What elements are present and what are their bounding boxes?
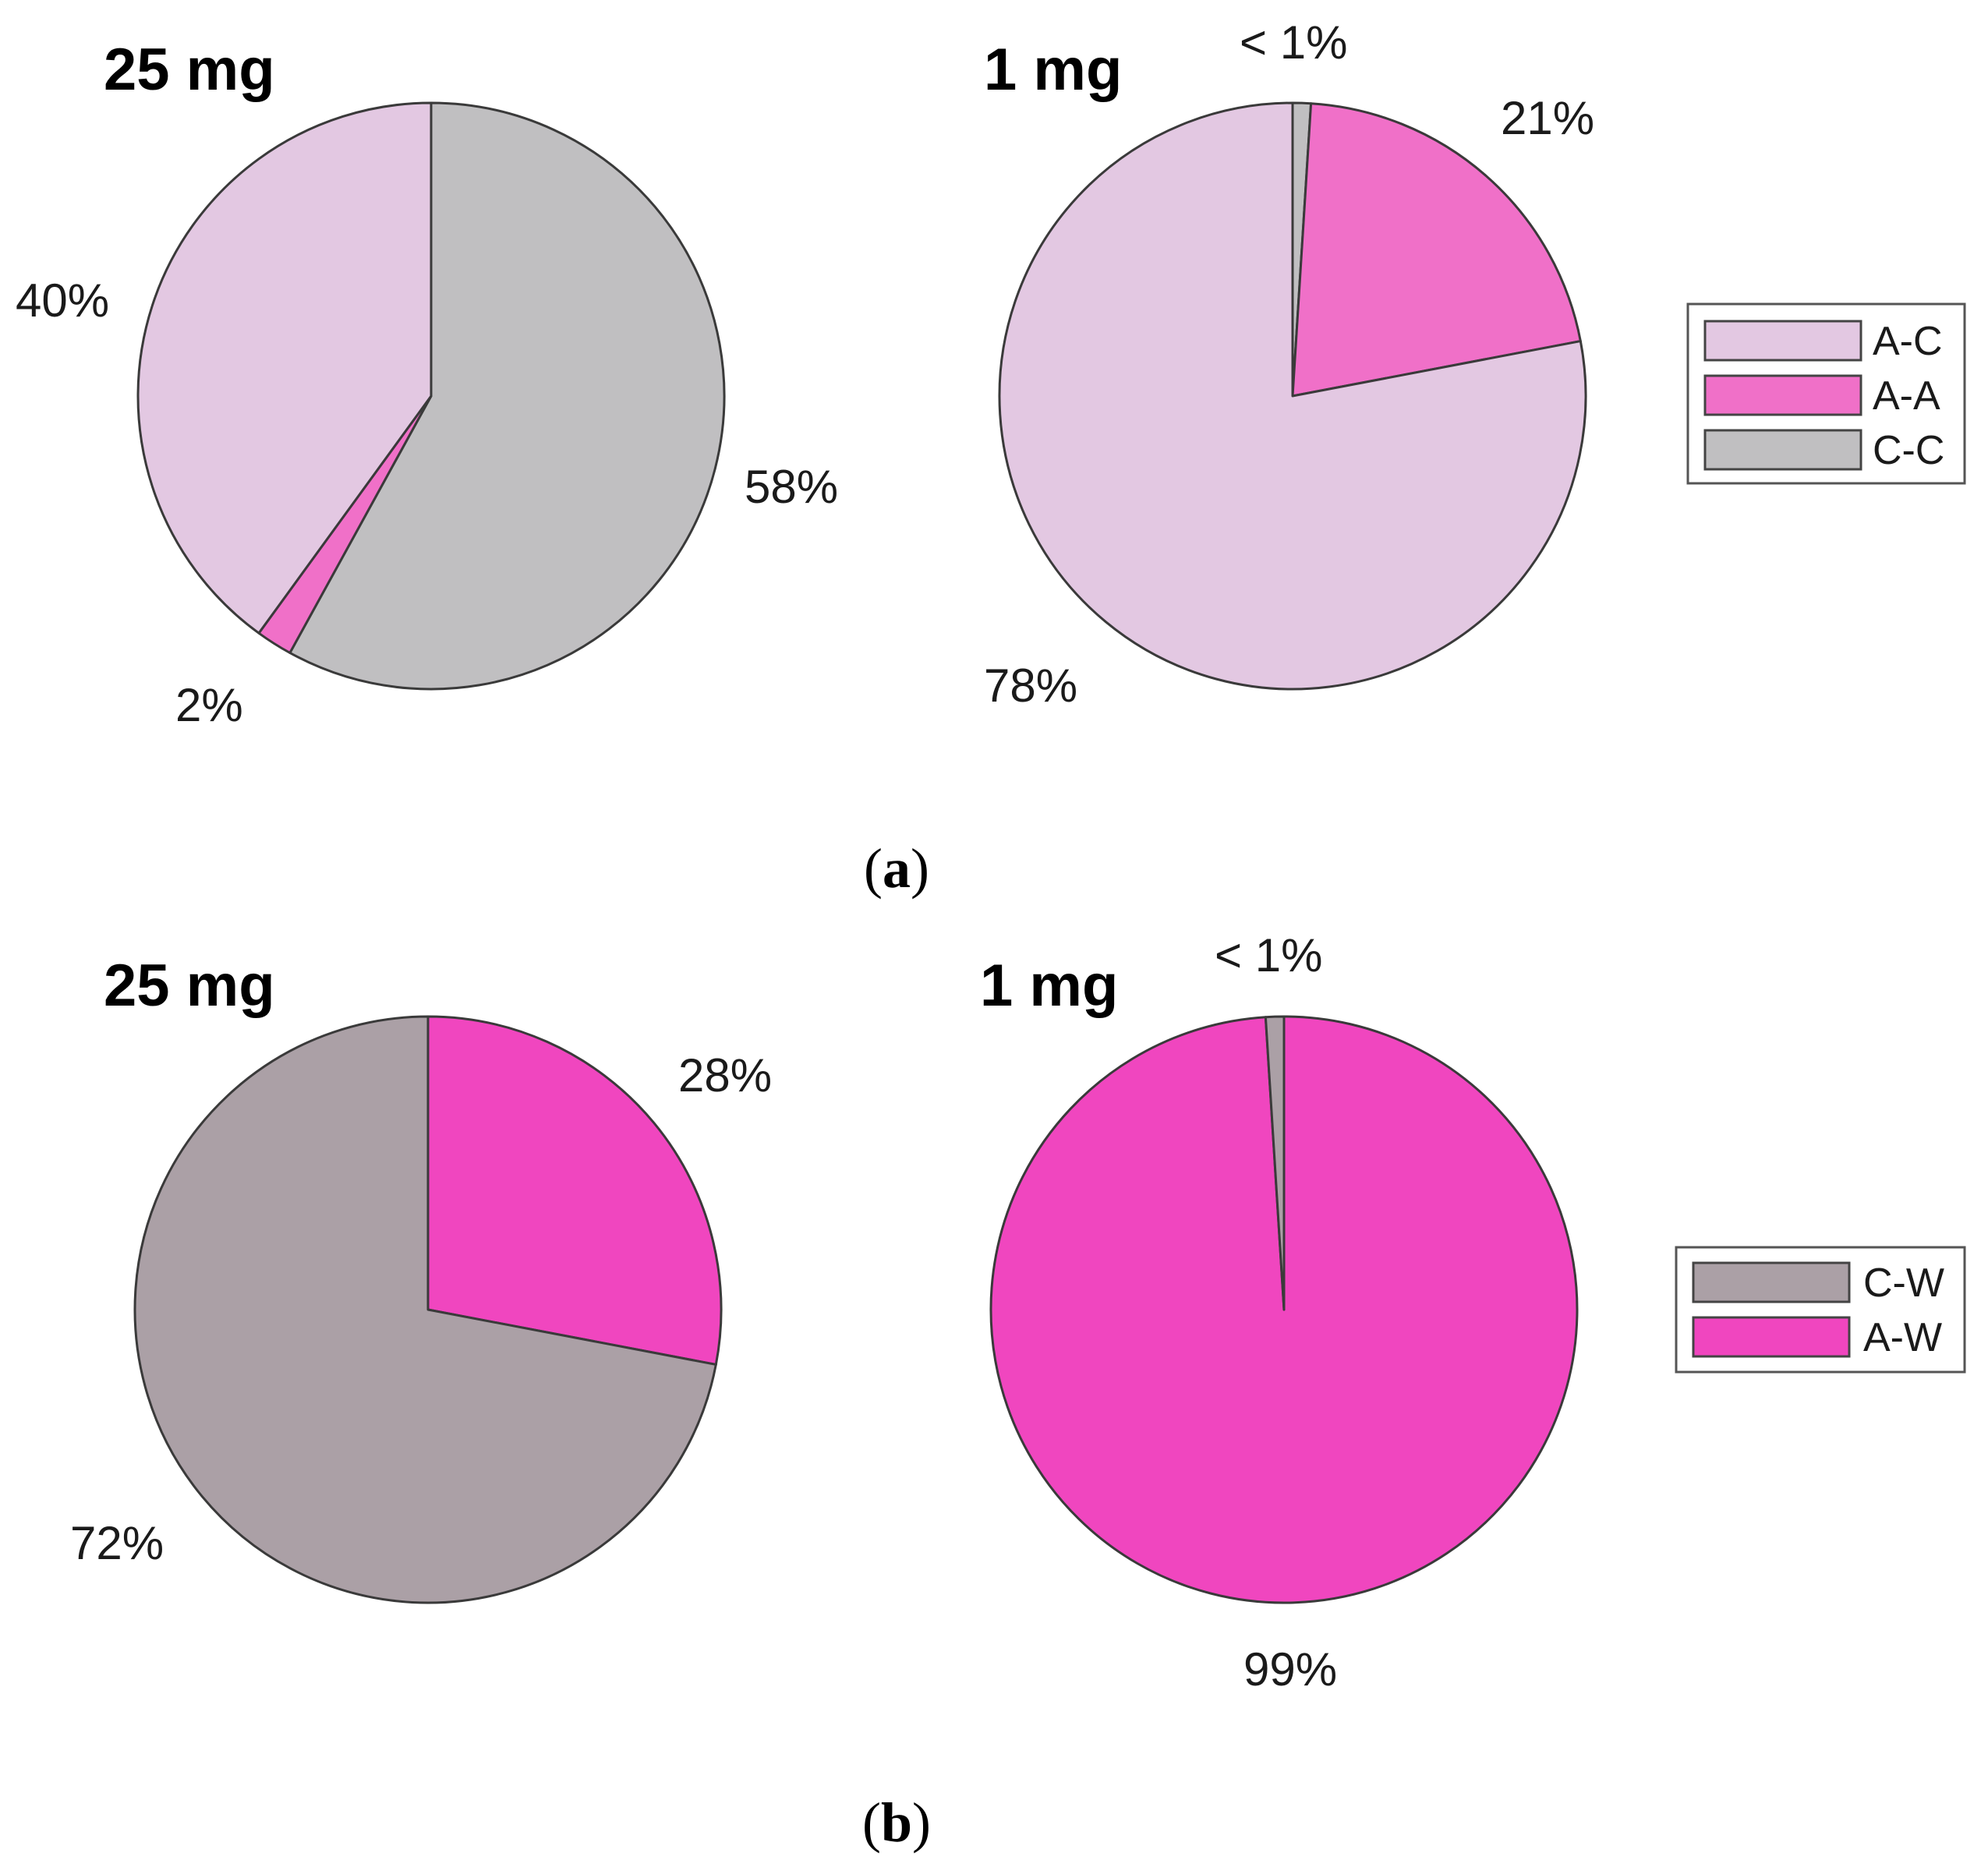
pie-b1 — [133, 1015, 723, 1604]
pie-b1-slice-A-W — [426, 1015, 723, 1366]
legend-a-label-C-C: C-C — [1873, 428, 1944, 473]
pie-a2 — [998, 101, 1587, 691]
chart-a1-title: 25 mg — [104, 37, 275, 103]
panel-b: 25 mg 28% 72% 1 mg < 1% 99% C-W A-W (b) — [70, 929, 1966, 1854]
legend-a-label-A-C: A-C — [1873, 319, 1943, 364]
pie-a2-label-A-A: 21% — [1501, 92, 1594, 144]
caption-b: (b) — [862, 1791, 931, 1854]
pie-a2-label-C-C: < 1% — [1240, 16, 1347, 69]
pie-a2-label-A-C: 78% — [984, 659, 1077, 712]
pie-b1-label-A-W: 28% — [678, 1049, 772, 1102]
legend-a-swatch-A-A — [1703, 374, 1862, 416]
pie-a1 — [136, 101, 726, 691]
legend-a: A-C A-A C-C — [1686, 302, 1966, 485]
chart-a2-title: 1 mg — [984, 37, 1122, 103]
legend-a-swatch-C-C — [1703, 429, 1862, 471]
legend-a-swatch-A-C — [1703, 320, 1862, 362]
pie-a2-slice-A-A — [1291, 102, 1582, 398]
caption-b-letter: b — [881, 1791, 912, 1854]
caption-a-open: ( — [864, 837, 883, 900]
pie-a1-label-A-A: 2% — [175, 679, 243, 731]
caption-a-letter: a — [883, 837, 911, 900]
pie-b2 — [989, 1015, 1579, 1604]
legend-a-label-A-A: A-A — [1873, 373, 1940, 419]
caption-a: (a) — [864, 837, 929, 900]
legend-b-swatch-C-W — [1692, 1261, 1851, 1303]
caption-b-open: ( — [862, 1791, 881, 1854]
legend-b-label-A-W: A-W — [1863, 1315, 1942, 1360]
panel-a: 25 mg 40% 2% 58% 1 mg < 1% 21% 78% A-C A… — [16, 16, 1966, 900]
pie-b1-slice-C-W — [133, 1015, 717, 1604]
legend-b-swatch-A-W — [1692, 1316, 1851, 1358]
legend-b-label-C-W: C-W — [1863, 1261, 1944, 1306]
chart-b1-title: 25 mg — [104, 953, 275, 1019]
pie-b2-label-C-W: < 1% — [1215, 929, 1322, 981]
pie-a1-slice-A-C — [136, 101, 433, 635]
caption-b-close: ) — [912, 1791, 931, 1854]
caption-a-close: ) — [911, 837, 929, 900]
pie-a1-label-C-C: 58% — [745, 461, 838, 513]
legend-b: C-W A-W — [1675, 1246, 1966, 1374]
pie-b2-label-A-W: 99% — [1243, 1643, 1337, 1696]
pie-b1-label-C-W: 72% — [70, 1517, 164, 1569]
pie-a1-label-A-C: 40% — [16, 274, 109, 327]
pie-a2-slice-A-C — [998, 101, 1587, 691]
pie-a1-slice-C-C — [288, 101, 726, 691]
chart-b2-title: 1 mg — [980, 953, 1118, 1019]
pie-b2-slice-C-W — [1264, 1015, 1286, 1311]
